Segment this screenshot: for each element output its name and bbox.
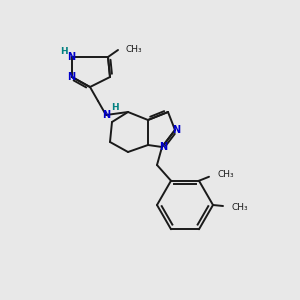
Text: N: N bbox=[172, 125, 180, 135]
Text: CH₃: CH₃ bbox=[231, 202, 247, 211]
Text: H: H bbox=[111, 103, 119, 112]
Text: CH₃: CH₃ bbox=[126, 44, 142, 53]
Text: H: H bbox=[60, 46, 68, 56]
Text: N: N bbox=[102, 110, 110, 120]
Text: N: N bbox=[67, 72, 75, 82]
Text: N: N bbox=[159, 142, 167, 152]
Text: CH₃: CH₃ bbox=[217, 170, 234, 179]
Text: N: N bbox=[67, 52, 75, 62]
